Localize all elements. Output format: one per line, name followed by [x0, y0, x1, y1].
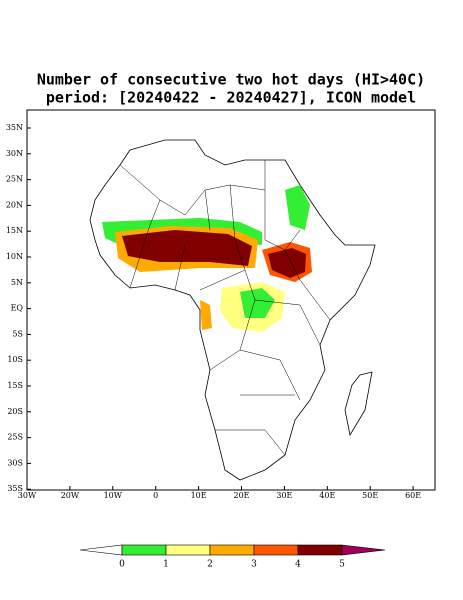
hot-days-field [102, 185, 312, 332]
colorbar-label: 1 [163, 560, 169, 570]
colorbar: 0 1 2 3 4 5 [79, 544, 386, 570]
subtitle: period: [20240422 - 20240427], ICON mode… [46, 89, 416, 107]
lat-label: 5S [12, 329, 23, 338]
lat-label: 20S [7, 407, 23, 416]
lat-label: 5N [11, 278, 23, 287]
madagascar [344, 371, 373, 437]
colorbar-box [209, 544, 255, 556]
colorbar-high [341, 544, 386, 556]
lat-label: 15S [7, 381, 23, 390]
lon-label: 30W [18, 491, 37, 500]
title: Number of consecutive two hot days (HI>4… [37, 71, 425, 89]
lon-label: 60E [405, 491, 421, 500]
lon-label: 20W [61, 491, 80, 500]
lon-label: 50E [362, 491, 378, 500]
lat-label: 30S [7, 458, 23, 467]
lat-label: 30N [6, 149, 23, 158]
lon-label: 10W [104, 491, 123, 500]
lat-labels: 35N 30N 25N 20N 15N 10N 5N EQ 5S 10S 15S 20S 25S 30S 3… [6, 123, 31, 493]
colorbar-label: 5 [339, 560, 345, 570]
field-1 [285, 185, 310, 230]
borders [119, 160, 331, 456]
colorbar-box [165, 544, 211, 556]
colorbar-low [79, 544, 123, 556]
colorbar-label: 3 [251, 560, 257, 570]
field-5 [122, 230, 252, 266]
lat-label: EQ [11, 304, 24, 313]
lat-label: 25N [6, 175, 23, 184]
colorbar-label: 2 [207, 560, 213, 570]
lat-label: 35S [7, 484, 23, 493]
colorbar-label: 0 [119, 560, 125, 570]
lat-label: 35N [6, 123, 23, 132]
colorbar-box [297, 544, 343, 556]
lon-label: 40E [319, 491, 335, 500]
lat-label: 25S [7, 433, 23, 442]
lon-label: 20E [233, 491, 249, 500]
lon-label: 10E [191, 491, 207, 500]
lat-label: 20N [6, 200, 23, 209]
lat-label: 15N [6, 226, 23, 235]
lat-label: 10N [6, 252, 23, 261]
lon-labels: 30W 20W 10W 0 10E 20E 30E 40E 50E 60E [18, 486, 421, 500]
field-3 [200, 300, 212, 330]
field-1 [240, 288, 275, 318]
field-5 [268, 248, 306, 278]
lon-label: 30E [276, 491, 292, 500]
lon-label: 0 [153, 491, 158, 500]
colorbar-box [121, 544, 167, 556]
map [26, 109, 436, 491]
colorbar-label: 4 [295, 560, 301, 570]
colorbar-box [253, 544, 299, 556]
lat-label: 10S [7, 355, 23, 364]
